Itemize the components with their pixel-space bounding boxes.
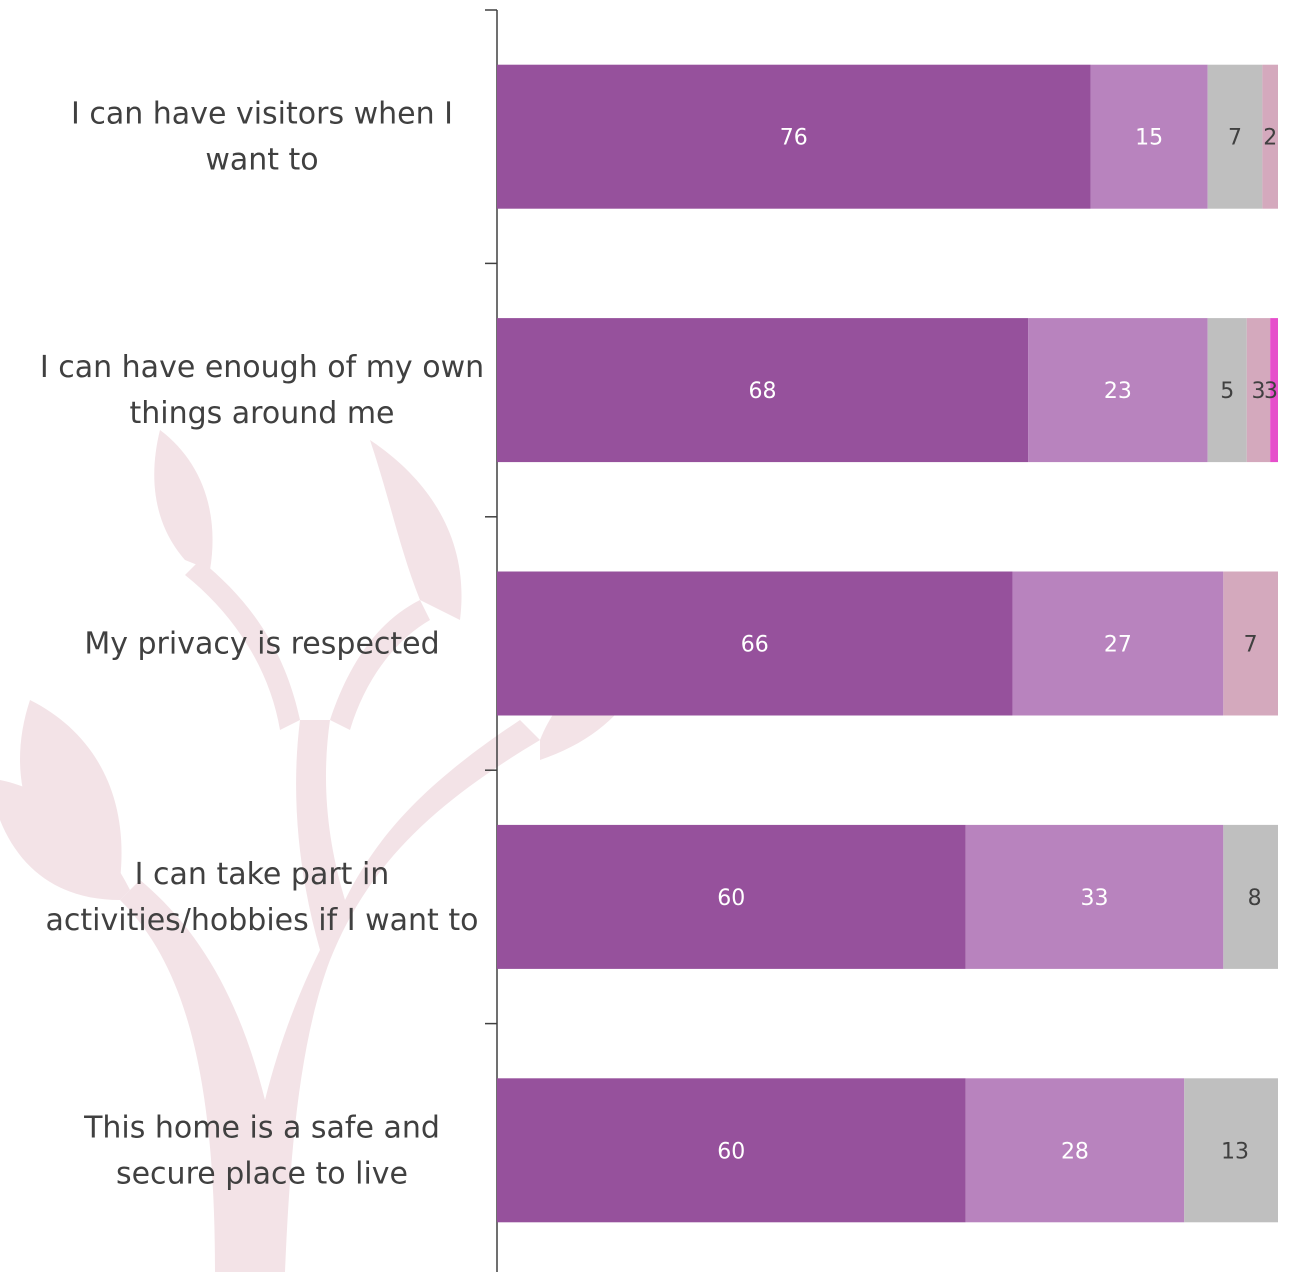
data-label: 3 [1264, 379, 1278, 404]
bar-segment [1223, 824, 1278, 969]
bar-segment [1184, 1078, 1278, 1223]
bar-segment [497, 64, 1091, 209]
data-label: 5 [1220, 379, 1234, 404]
data-label: 66 [741, 633, 769, 658]
bar-segment [1090, 64, 1208, 209]
category-label: This home is a safe and secure place to l… [83, 1110, 440, 1191]
bar-segment [1223, 571, 1278, 716]
data-label: 8 [1248, 886, 1262, 911]
bar-segment [1207, 64, 1263, 209]
data-label: 2 [1263, 126, 1277, 151]
data-label: 23 [1104, 379, 1132, 404]
bar-segments [497, 64, 1278, 1223]
y-axis-ticks [485, 9, 497, 1025]
category-label-line: I can have enough of my own [40, 350, 484, 385]
data-label: 76 [780, 126, 808, 151]
category-label-line: I can have visitors when I [71, 97, 453, 132]
category-label-line: My privacy is respected [84, 627, 439, 662]
data-label: 3 [1251, 379, 1265, 404]
data-label: 15 [1135, 126, 1163, 151]
bar-segment [497, 1078, 966, 1223]
category-label: I can have enough of my own things around… [40, 350, 484, 431]
data-label: 27 [1104, 633, 1132, 658]
bar-segment [1270, 318, 1278, 463]
data-label: 13 [1221, 1139, 1249, 1164]
bar-segment [1207, 318, 1247, 463]
category-label: I can take part in activities/hobbies if … [46, 857, 479, 938]
bar-segment [497, 824, 966, 969]
data-label: 7 [1244, 633, 1258, 658]
bar-segment [965, 824, 1224, 969]
bar-segment [1028, 318, 1208, 463]
category-label: My privacy is respected [84, 627, 439, 662]
data-label: 7 [1228, 126, 1242, 151]
bar-segment [1262, 64, 1278, 209]
data-label: 60 [717, 886, 745, 911]
bar-segment [1012, 571, 1224, 716]
data-label: 33 [1080, 886, 1108, 911]
bar-segment [497, 318, 1029, 463]
category-label-line: want to [205, 143, 318, 178]
data-label: 28 [1061, 1139, 1089, 1164]
category-label-line: activities/hobbies if I want to [46, 903, 479, 938]
category-label: I can have visitors when I want to [71, 97, 453, 178]
category-label-line: This home is a safe and [83, 1110, 440, 1145]
bar-segment [1246, 318, 1271, 463]
data-label: 68 [749, 379, 777, 404]
category-label-line: secure place to live [116, 1156, 408, 1191]
bar-segment [965, 1078, 1185, 1223]
data-label: 60 [717, 1139, 745, 1164]
bar-segment [497, 571, 1013, 716]
category-label-line: I can take part in [135, 857, 390, 892]
category-label-line: things around me [129, 396, 394, 431]
